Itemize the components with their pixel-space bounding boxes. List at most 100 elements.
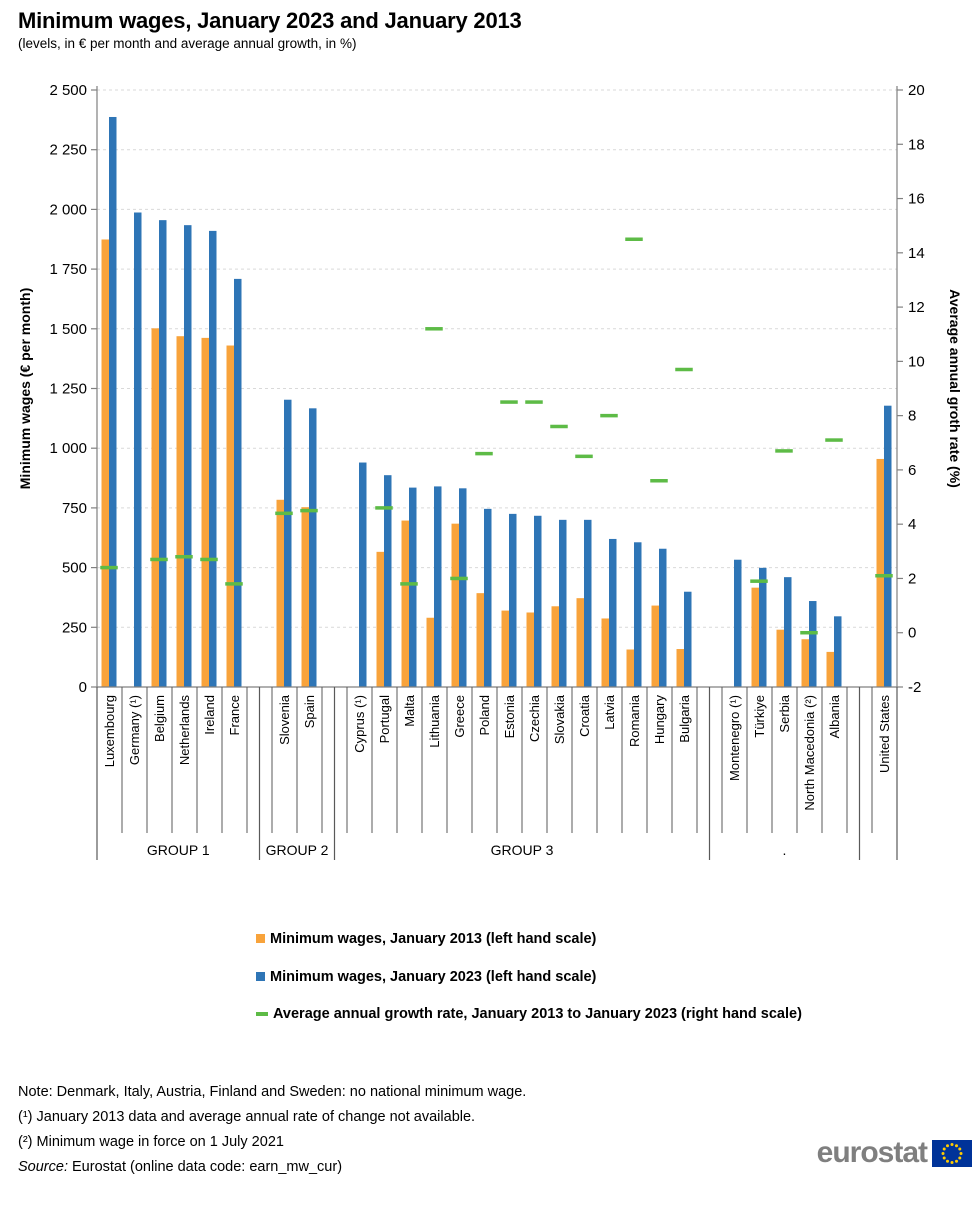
bar-2023-Cyprus (¹) (359, 462, 367, 687)
category-label-Latvia: Latvia (602, 694, 617, 729)
source-line: Source: Eurostat (online data code: earn… (18, 1155, 526, 1180)
bar-2023-Germany (¹) (134, 212, 142, 687)
growth-marker-Estonia (500, 400, 518, 404)
growth-marker-Malta (400, 582, 418, 586)
growth-marker-Spain (300, 508, 318, 513)
footnotes: Note: Denmark, Italy, Austria, Finland a… (18, 1080, 526, 1180)
flag-star (958, 1147, 962, 1150)
category-label-Estonia: Estonia (502, 694, 517, 738)
svg-text:2 250: 2 250 (49, 142, 87, 159)
category-label-Serbia: Serbia (777, 694, 792, 732)
source-text: Eurostat (online data code: earn_mw_cur) (67, 1159, 343, 1175)
bar-2023-Albania (834, 616, 842, 687)
flag-star (955, 1159, 958, 1163)
bar-2023-Portugal (384, 475, 392, 687)
growth-marker-Türkiye (750, 579, 768, 583)
bar-2023-Hungary (659, 548, 667, 687)
flag-star (946, 1159, 949, 1163)
growth-marker-Poland (475, 451, 493, 456)
bar-2013-Slovakia (551, 606, 559, 687)
bar-2013-Belgium (151, 328, 159, 687)
category-label-Slovenia: Slovenia (277, 694, 292, 745)
svg-text:4: 4 (908, 516, 916, 533)
svg-text:500: 500 (62, 560, 87, 577)
bar-2023-Slovakia (559, 519, 567, 687)
flag-star (950, 1160, 954, 1164)
category-label-Poland: Poland (477, 695, 492, 735)
bar-2023-Bulgaria (684, 591, 692, 687)
category-label-Germany (¹): Germany (¹) (127, 695, 142, 765)
growth-marker-Portugal (375, 506, 393, 510)
category-label-Cyprus (¹): Cyprus (¹) (352, 695, 367, 753)
growth-marker-Slovakia (550, 424, 568, 429)
eurostat-logo-text: eurostat (816, 1136, 928, 1169)
svg-text:1 750: 1 750 (49, 261, 87, 278)
blue-square-icon (256, 971, 265, 981)
category-label-Spain: Spain (302, 695, 317, 728)
flag-star (959, 1151, 963, 1155)
bar-2023-Croatia (584, 519, 592, 687)
bar-2023-Türkiye (759, 567, 767, 687)
flag-star (958, 1156, 962, 1159)
bar-2023-Ireland (209, 230, 217, 687)
source-label: Source: (18, 1159, 68, 1175)
group-label-3: GROUP 3 (491, 842, 554, 858)
bar-2013-Slovenia (276, 499, 284, 687)
svg-text:2: 2 (908, 570, 916, 587)
growth-marker-United States (875, 573, 893, 578)
category-label-Netherlands: Netherlands (177, 695, 192, 766)
legend-label-2023: Minimum wages, January 2023 (left hand s… (270, 968, 597, 985)
bar-2013-Czechia (526, 612, 534, 687)
category-label-Hungary: Hungary (652, 695, 667, 745)
legend: Minimum wages, January 2013 (left hand s… (256, 930, 856, 1043)
flag-star (942, 1156, 946, 1159)
bar-2013-Malta (401, 520, 409, 687)
legend-item-2013: Minimum wages, January 2013 (left hand s… (256, 930, 856, 950)
bar-2013-Portugal (376, 551, 384, 687)
right-axis-title: Average annual groth rate (%) (947, 289, 963, 488)
bar-2013-Greece (451, 523, 459, 687)
bar-2023-Montenegro (¹) (734, 559, 742, 687)
category-label-France: France (227, 695, 242, 735)
bar-2023-United States (884, 405, 892, 687)
category-label-Portugal: Portugal (377, 695, 392, 744)
eurostat-logo: eurostat (817, 1136, 972, 1170)
chart-area: 0 250 500 750 1 000 1 250 1 500 1 750 2 000 2 250… (0, 78, 980, 878)
eu-flag-icon (932, 1139, 972, 1167)
svg-text:10: 10 (908, 353, 925, 370)
bar-2013-France (226, 345, 234, 687)
green-dash-icon (256, 1012, 268, 1016)
category-label-Albania: Albania (827, 694, 842, 738)
orange-square-icon (256, 934, 265, 943)
growth-marker-Albania (825, 438, 843, 442)
growth-marker-France (225, 582, 243, 586)
bars (100, 116, 893, 688)
bar-2023-Poland (484, 508, 492, 687)
category-label-Ireland: Ireland (202, 695, 217, 735)
category-label-North Macedonia (²): North Macedonia (²) (802, 695, 817, 811)
growth-marker-Latvia (600, 413, 618, 418)
svg-text:6: 6 (908, 462, 916, 479)
growth-marker-Bulgaria (675, 367, 693, 372)
bar-2023-Czechia (534, 515, 542, 687)
growth-marker-Slovenia (275, 511, 293, 516)
svg-text:20: 20 (908, 82, 925, 99)
chart-title: Minimum wages, January 2023 and January … (18, 8, 522, 33)
svg-text:-2: -2 (908, 679, 921, 696)
bar-2023-Belgium (159, 220, 167, 687)
category-label-United States: United States (877, 695, 892, 774)
bar-2023-Greece (459, 488, 467, 687)
bar-2013-Türkiye (751, 587, 759, 687)
category-label-Montenegro (¹): Montenegro (¹) (727, 695, 742, 781)
bar-2023-North Macedonia (²) (809, 601, 817, 687)
growth-marker-Lithuania (425, 327, 443, 331)
svg-text:750: 750 (62, 500, 87, 517)
bar-2023-Serbia (784, 577, 792, 687)
svg-text:1 250: 1 250 (49, 381, 87, 398)
bar-2013-Netherlands (176, 336, 184, 687)
legend-label-2013: Minimum wages, January 2013 (left hand s… (270, 931, 597, 947)
bar-2013-Hungary (651, 605, 659, 687)
bar-2013-Luxembourg (101, 239, 109, 687)
legend-item-growth: Average annual growth rate, January 2013… (256, 1005, 831, 1025)
bar-2013-Ireland (201, 337, 209, 687)
